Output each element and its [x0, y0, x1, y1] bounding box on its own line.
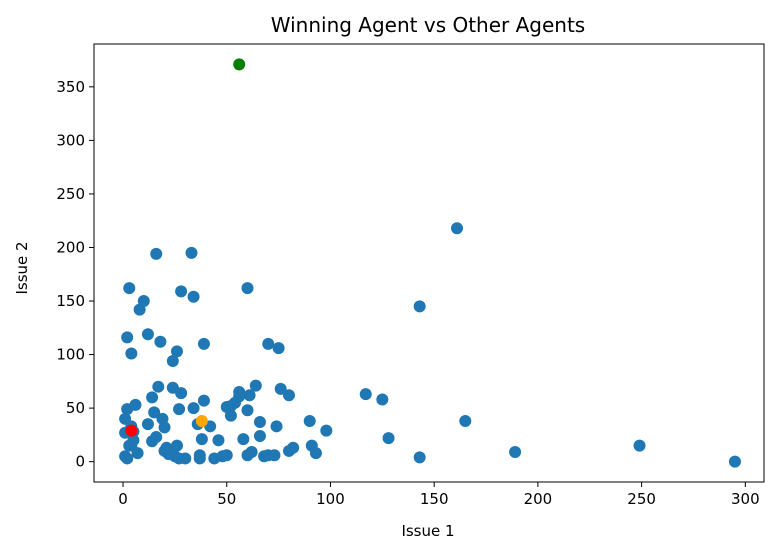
data-point [282, 389, 295, 402]
data-point [173, 403, 186, 416]
data-point [150, 247, 163, 260]
data-point [137, 295, 150, 308]
x-tick-label: 0 [118, 490, 128, 508]
data-point [249, 379, 262, 392]
data-point [123, 439, 136, 452]
data-point [146, 391, 159, 404]
data-point [237, 433, 250, 446]
data-point [131, 447, 144, 460]
highlight-point [125, 424, 138, 437]
data-point [241, 404, 254, 417]
data-point [148, 406, 161, 419]
y-tick-label: 350 [56, 78, 85, 96]
data-points [119, 58, 741, 468]
data-point [187, 290, 200, 303]
data-point [309, 447, 322, 460]
data-point [224, 409, 237, 422]
data-point [262, 337, 275, 350]
data-point [272, 342, 285, 355]
data-point [413, 300, 426, 313]
data-point [320, 424, 333, 437]
data-point [170, 439, 183, 452]
data-point [187, 402, 200, 415]
highlight-point [195, 414, 208, 427]
x-axis-title: Issue 1 [401, 522, 454, 540]
data-point [220, 449, 233, 462]
y-tick-label: 200 [56, 238, 85, 256]
data-point [195, 433, 208, 446]
data-point [359, 388, 372, 401]
data-point [150, 431, 163, 444]
highlight-point [233, 58, 246, 71]
data-point [166, 354, 179, 367]
data-point [274, 382, 287, 395]
data-point [633, 439, 646, 452]
chart-title: Winning Agent vs Other Agents [271, 13, 585, 37]
x-tick-label: 200 [524, 490, 553, 508]
data-point [121, 331, 134, 344]
data-point [268, 449, 281, 462]
y-tick-label: 0 [75, 453, 85, 471]
data-point [287, 441, 300, 454]
x-tick-label: 50 [217, 490, 236, 508]
data-point [179, 452, 192, 465]
data-point [175, 387, 188, 400]
data-point [253, 416, 266, 429]
data-point [175, 285, 188, 298]
y-tick-label: 50 [66, 399, 85, 417]
y-axis: 0 50 100 150 200 250 300 350 [56, 78, 94, 471]
data-point [451, 222, 464, 235]
y-tick-label: 100 [56, 346, 85, 364]
data-point [459, 414, 472, 427]
data-point [193, 449, 206, 462]
data-point [303, 414, 316, 427]
data-point [241, 282, 254, 295]
x-tick-label: 250 [627, 490, 656, 508]
data-point [125, 347, 138, 360]
data-point [141, 418, 154, 431]
data-point [376, 393, 389, 406]
x-tick-label: 150 [420, 490, 449, 508]
x-tick-label: 100 [316, 490, 345, 508]
y-axis-title: Issue 2 [13, 241, 31, 294]
data-point [728, 455, 741, 468]
data-point [152, 380, 165, 393]
y-tick-label: 300 [56, 131, 85, 149]
y-tick-label: 150 [56, 292, 85, 310]
plot-area [93, 43, 765, 483]
data-point [509, 446, 522, 459]
data-point [197, 394, 210, 407]
data-point [170, 345, 183, 358]
data-point [245, 446, 258, 459]
x-axis: 0 50 100 150 200 250 300 [118, 482, 760, 508]
data-point [233, 390, 246, 403]
data-point [158, 421, 171, 434]
data-point [154, 335, 167, 348]
data-point [197, 337, 210, 350]
data-point [123, 282, 136, 295]
data-point [253, 429, 266, 442]
data-point [270, 420, 283, 433]
y-tick-label: 250 [56, 185, 85, 203]
data-point [185, 246, 198, 259]
data-point [243, 389, 256, 402]
data-point [141, 328, 154, 341]
data-point [129, 398, 142, 411]
x-tick-label: 300 [731, 490, 760, 508]
data-point [121, 452, 134, 465]
data-point [382, 432, 395, 445]
data-point [212, 434, 225, 447]
data-point [413, 451, 426, 464]
